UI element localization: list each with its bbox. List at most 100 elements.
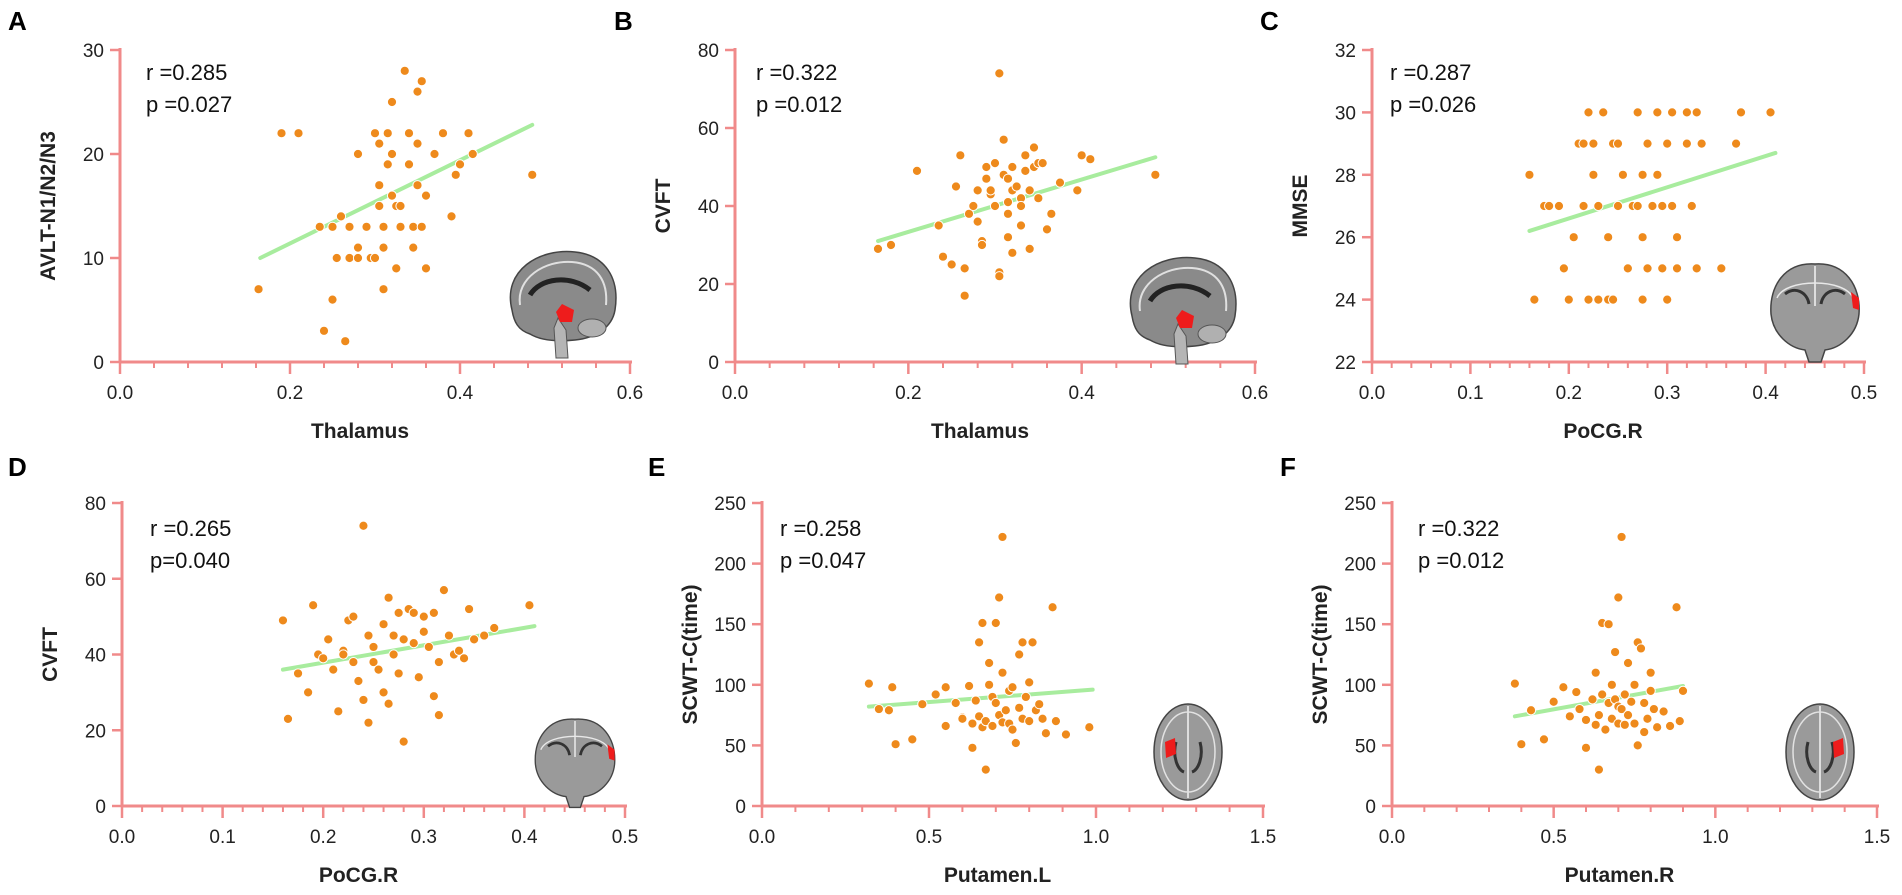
data-point	[1007, 682, 1018, 693]
data-point	[990, 697, 1001, 709]
brain-inset-panel-c	[1770, 263, 1860, 363]
x-tick-label: 0.6	[1242, 383, 1268, 404]
r-value-label: r =0.287	[1390, 60, 1471, 85]
data-point	[403, 128, 415, 139]
data-point	[323, 634, 334, 645]
data-point	[994, 592, 1005, 603]
y-tick-label: 32	[1335, 41, 1356, 62]
data-point	[974, 637, 985, 648]
y-tick-label: 24	[1335, 291, 1357, 312]
data-point	[887, 682, 898, 693]
data-point	[1076, 150, 1087, 161]
data-point	[967, 718, 978, 729]
data-point	[338, 649, 349, 660]
panel-label: E	[648, 452, 665, 482]
data-point	[1583, 107, 1594, 118]
data-point	[1010, 737, 1021, 749]
data-point	[1007, 724, 1018, 735]
panel-a: A 0.0 0.2 0.4 0.6 0 10 20 30 Thalamus AVLT-N1/N2/N…	[8, 6, 643, 443]
roi-highlight	[1176, 310, 1194, 328]
x-axis-title: Putamen.L	[944, 864, 1052, 887]
data-point	[1691, 263, 1702, 274]
brain-cortex-shape	[1129, 256, 1237, 348]
data-point	[358, 694, 369, 706]
data-point	[1574, 703, 1585, 715]
data-point	[303, 687, 314, 698]
data-point	[1524, 169, 1535, 180]
data-point	[344, 221, 355, 232]
data-point	[1639, 697, 1650, 709]
brain-cortex-shape	[1770, 263, 1860, 363]
data-point	[416, 221, 427, 232]
y-tick-label: 250	[1344, 494, 1376, 515]
data-point	[1617, 169, 1629, 180]
y-axis-title: SCWT-C(time)	[679, 585, 702, 725]
data-point	[1671, 602, 1682, 613]
data-point	[418, 611, 429, 622]
data-point	[946, 259, 957, 270]
data-point	[408, 607, 419, 618]
data-point	[1593, 710, 1605, 721]
data-point	[454, 159, 466, 170]
data-point	[1588, 169, 1599, 180]
data-point	[1020, 165, 1031, 176]
data-point	[393, 668, 404, 679]
data-point	[1612, 138, 1624, 149]
data-point	[1658, 706, 1669, 717]
brain-ventricle-shape	[527, 277, 592, 297]
data-point	[368, 641, 379, 653]
data-point	[358, 520, 369, 531]
data-point	[463, 603, 475, 615]
data-point	[1085, 154, 1096, 165]
data-point	[368, 656, 379, 668]
data-point	[479, 630, 490, 641]
y-tick-label: 22	[1335, 353, 1356, 374]
data-point	[1007, 247, 1018, 258]
r-value-label: r =0.322	[1418, 516, 1499, 541]
y-tick-label: 80	[698, 41, 719, 62]
data-point	[959, 263, 970, 274]
brain-inset-panel-d	[534, 718, 616, 809]
y-tick-label: 30	[83, 41, 104, 62]
data-point	[438, 585, 450, 596]
data-point	[344, 252, 355, 264]
data-point	[388, 630, 399, 641]
x-tick-label: 0.5	[916, 827, 942, 848]
data-point	[1667, 107, 1678, 118]
data-point	[433, 656, 444, 668]
data-point	[963, 208, 975, 219]
data-point	[277, 615, 289, 626]
data-point	[328, 664, 339, 675]
data-point	[1017, 637, 1028, 648]
data-point	[253, 284, 264, 295]
roi-highlight	[1833, 738, 1844, 758]
data-point	[1681, 107, 1692, 118]
x-tick-label: 0.2	[1556, 383, 1582, 404]
regression-line	[866, 687, 1095, 709]
data-point	[1637, 232, 1648, 243]
data-point	[437, 128, 449, 139]
data-point	[1652, 107, 1663, 118]
data-point	[416, 76, 427, 87]
data-point	[1765, 107, 1776, 118]
panel-d: D 0.0 0.1 0.2 0.3 0.4 0.5 0 20 40 60 80 PoCG.R CVFT r …	[8, 452, 638, 887]
y-tick-label: 28	[1335, 166, 1356, 187]
y-tick-label: 20	[83, 145, 104, 166]
data-point	[418, 626, 429, 637]
data-point	[1735, 107, 1747, 118]
data-point	[1509, 678, 1520, 689]
data-point	[1578, 200, 1589, 212]
data-point	[340, 336, 351, 347]
data-point	[399, 65, 410, 76]
data-point	[994, 68, 1005, 79]
data-point	[1014, 649, 1025, 660]
data-point	[318, 325, 330, 336]
data-point	[1580, 742, 1592, 753]
x-tick-label: 0.0	[1359, 383, 1385, 404]
data-point	[327, 221, 338, 232]
data-point	[395, 200, 406, 212]
brain-ventricle-shape	[1805, 741, 1835, 774]
x-tick-label: 0.4	[1752, 383, 1779, 404]
data-point	[955, 150, 966, 161]
